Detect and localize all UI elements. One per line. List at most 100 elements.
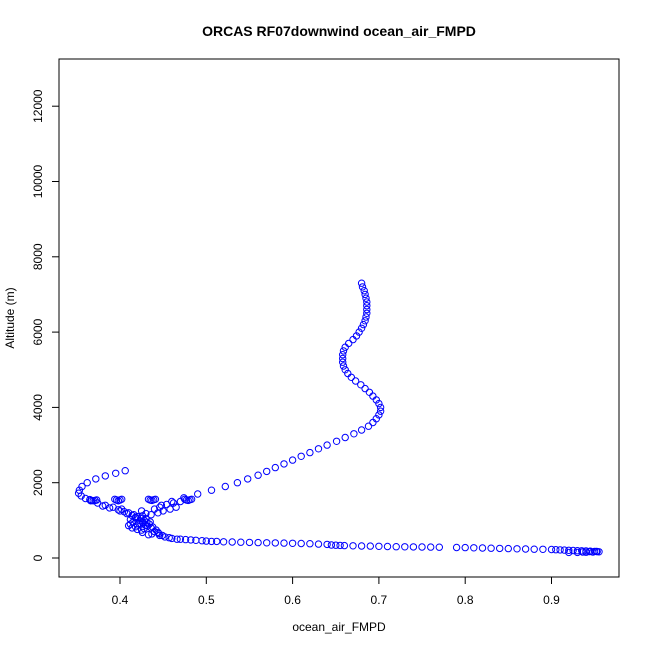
x-tick-label: 0.5 [198,593,215,607]
data-point [589,548,597,556]
data-point [137,526,146,534]
data-point [123,509,131,518]
data-point [375,411,383,419]
y-tick-label: 10000 [31,164,45,198]
data-point [347,373,355,381]
data-point [357,381,365,389]
data-point [159,507,167,515]
data-point [297,452,305,460]
data-point [569,546,577,555]
y-tick-label: 2000 [31,469,45,496]
data-point [339,362,348,370]
data-point [351,377,360,385]
data-point [121,467,129,475]
x-axis-label: ocean_air_FMPD [292,620,386,634]
data-point [83,479,91,487]
data-point [592,547,601,556]
data-point [154,509,162,517]
data-point [202,537,211,545]
data-point [376,403,385,412]
data-point [124,521,133,530]
data-point [323,441,331,449]
data-point [233,479,242,487]
data-point [221,482,230,491]
data-point [556,546,564,554]
data-point [513,545,521,553]
data-point [355,328,363,336]
data-point [361,317,369,325]
data-point [452,543,461,552]
data-point [181,535,190,544]
data-point [357,324,366,332]
data-point [496,544,504,553]
data-point [565,546,573,554]
data-point [263,539,271,547]
data-point [392,543,400,551]
data-point [332,437,341,445]
data-point [349,542,357,550]
data-point [341,366,349,374]
x-tick-label: 0.6 [284,593,301,607]
data-point [194,490,202,498]
data-point [375,542,383,550]
data-point [192,536,200,544]
data-point [219,538,228,546]
data-point [487,544,495,552]
data-point [363,305,371,314]
data-point [306,540,314,548]
data-point [280,539,288,547]
data-point [271,539,279,547]
data-point [339,351,347,359]
data-point [363,309,371,317]
data-point [339,347,348,355]
data-point [306,448,314,457]
data-point [366,542,374,550]
data-point [187,495,196,503]
data-point [92,475,100,483]
data-point [358,283,367,291]
data-point [339,358,347,366]
data-point [341,343,349,351]
data-point [207,537,216,546]
data-point [530,545,538,553]
y-tick-label: 12000 [31,89,45,123]
data-point [213,537,221,546]
data-point [314,540,323,548]
y-tick-label: 6000 [31,318,45,345]
data-point [172,503,180,511]
data-point [332,541,340,549]
data-point [148,530,156,538]
data-point [578,547,586,555]
data-point [271,463,279,472]
data-point [582,547,590,555]
data-point [176,535,185,543]
data-point [470,544,478,552]
data-point [263,467,271,476]
data-point [327,541,336,549]
data-point [565,548,573,557]
data-point [187,536,195,544]
data-point [101,472,110,480]
data-point [207,486,216,494]
x-tick-label: 0.9 [543,593,560,607]
data-point [585,547,594,556]
data-point [364,422,373,430]
data-point [288,456,297,464]
data-point [357,279,366,287]
data-point [573,547,582,555]
data-point [254,471,262,479]
data-point [350,430,358,438]
data-point [539,545,547,553]
data-point [93,496,101,504]
y-tick-label: 0 [31,554,45,561]
data-point [427,543,435,551]
data-point [99,502,107,510]
data-point [341,433,349,442]
data-point [547,545,556,554]
data-point [560,546,569,554]
data-point [173,535,181,543]
y-axis-label: Altitude (m) [3,287,17,348]
y-tick-label: 8000 [31,243,45,270]
data-point [118,505,126,513]
